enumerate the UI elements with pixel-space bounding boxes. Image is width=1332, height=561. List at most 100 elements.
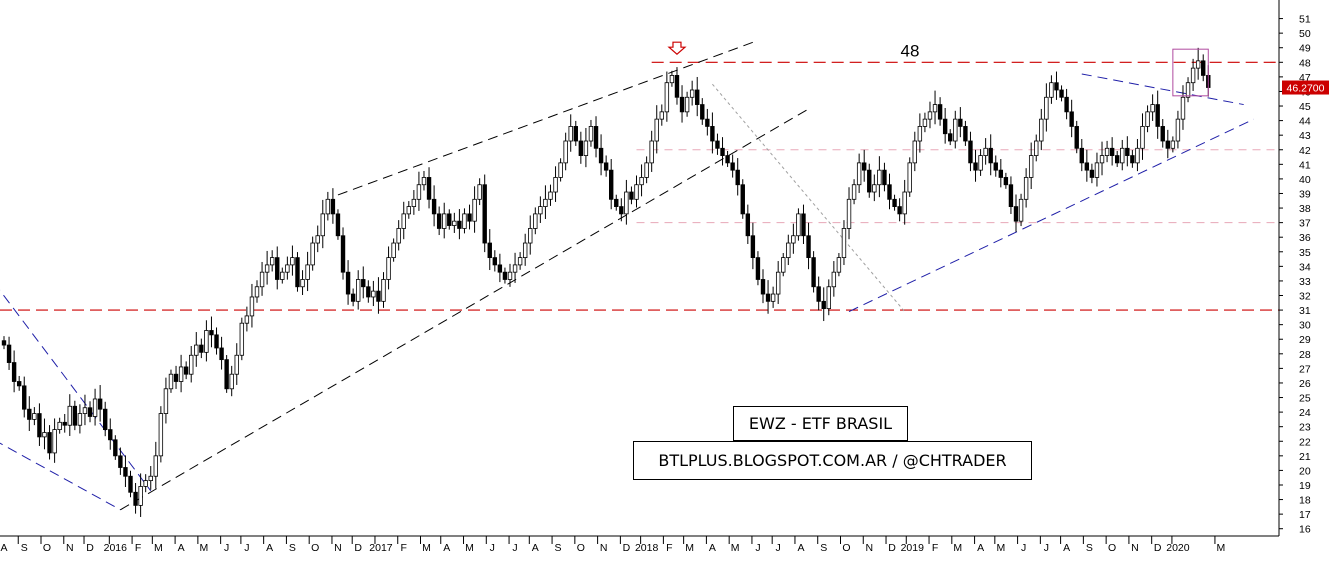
candle: [1185, 77, 1191, 103]
y-tick-label: 44: [1299, 116, 1311, 128]
candle: [765, 280, 771, 314]
y-tick-label: 34: [1299, 261, 1311, 273]
candle-body-up: [877, 169, 882, 186]
candle: [457, 209, 462, 240]
candle: [52, 418, 57, 463]
candle-body-down: [730, 162, 735, 171]
highlight-box: [1172, 48, 1209, 97]
candle-body-up: [315, 235, 320, 244]
resistance-level-label: 48: [901, 41, 920, 60]
candle: [62, 413, 67, 433]
candle-body-down: [1201, 60, 1206, 76]
candle: [902, 179, 907, 225]
candle: [806, 222, 811, 270]
candle: [97, 385, 103, 422]
x-tick-label: J: [776, 542, 781, 554]
candle: [335, 209, 341, 240]
candle-body-up: [1094, 162, 1100, 178]
candle-body-down: [87, 407, 93, 417]
candle: [598, 134, 604, 176]
x-tick-label: N: [66, 542, 74, 554]
candle: [1130, 150, 1135, 168]
candle: [689, 80, 695, 106]
candle: [644, 156, 649, 184]
candle-body-up: [548, 191, 553, 200]
candle: [264, 250, 270, 285]
candle: [882, 162, 887, 192]
candle: [224, 355, 229, 393]
candle-body-up: [153, 455, 158, 477]
candle: [1175, 110, 1181, 149]
candle-body-down: [457, 220, 462, 229]
candle-body-down: [275, 257, 280, 280]
x-tick-label: A: [443, 542, 450, 554]
candle-body-up: [280, 271, 285, 280]
candle-body-down: [224, 359, 229, 390]
candle: [487, 229, 492, 271]
candle-body-up: [472, 198, 477, 222]
candle: [209, 316, 214, 348]
candle: [978, 149, 983, 176]
candle: [72, 400, 78, 431]
y-tick-label: 50: [1299, 28, 1311, 40]
candle-body-up: [588, 126, 594, 142]
candle-body-down: [715, 140, 720, 149]
candle: [178, 354, 184, 393]
candle: [133, 482, 138, 514]
candle-body-down: [892, 198, 897, 207]
candle-body-up: [442, 213, 447, 229]
candle-body-up: [1185, 82, 1191, 98]
candle-body-up: [477, 184, 482, 200]
candle-body-down: [942, 118, 948, 135]
candle: [143, 474, 148, 493]
candle-body-up: [204, 330, 209, 353]
candle-body-down: [22, 385, 27, 410]
candle: [953, 110, 958, 149]
candle-body-down: [710, 126, 715, 142]
candle: [517, 252, 523, 270]
candle: [578, 131, 584, 164]
candle-body-down: [436, 213, 442, 229]
candle: [168, 369, 174, 393]
candle: [280, 267, 285, 284]
candle: [654, 105, 659, 154]
candle-body-down: [118, 455, 123, 468]
candle: [750, 222, 756, 270]
x-tick-label: S: [289, 542, 296, 554]
candle-body-up: [320, 213, 325, 237]
x-tick-label: 2020: [1166, 542, 1190, 554]
x-tick-label: M: [731, 542, 740, 554]
candle-body-down: [199, 344, 204, 353]
candle-body-up: [1018, 198, 1024, 222]
candle-body-up: [826, 286, 831, 310]
candle-body-down: [1054, 82, 1059, 91]
candle: [442, 202, 447, 239]
x-tick-label: J: [512, 542, 517, 554]
candle: [421, 170, 427, 191]
candle-body-down: [765, 293, 771, 302]
candle: [593, 116, 599, 158]
candle: [219, 336, 224, 370]
candle-body-down: [361, 279, 366, 288]
candle: [361, 266, 366, 299]
candle-body-up: [57, 421, 62, 430]
candle-body-down: [867, 169, 872, 193]
candle-body-up: [781, 257, 786, 273]
candle: [128, 470, 133, 498]
candle-body-down: [350, 293, 356, 302]
x-tick-label: N: [600, 542, 608, 554]
candle: [92, 388, 98, 426]
candle: [1160, 119, 1165, 148]
candle-body-up: [249, 296, 255, 317]
candle: [163, 377, 169, 424]
candle: [968, 131, 973, 172]
candle: [695, 76, 700, 117]
candle: [497, 253, 503, 283]
gray-trend-line: [712, 83, 906, 312]
candle-body-up: [168, 373, 174, 390]
y-tick-label: 26: [1299, 378, 1311, 390]
candle-body-up: [922, 118, 928, 127]
candle: [553, 166, 558, 202]
candle: [42, 418, 47, 450]
y-tick-label: 19: [1299, 480, 1311, 492]
